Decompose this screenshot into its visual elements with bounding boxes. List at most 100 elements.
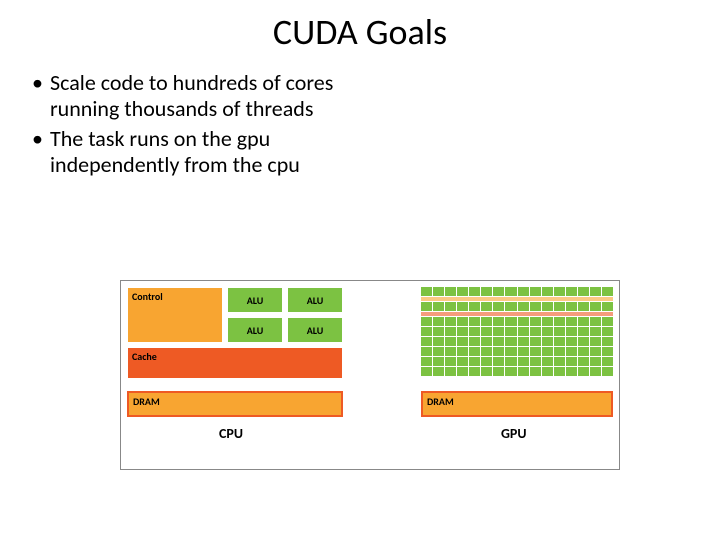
gpu-alu-cell bbox=[505, 302, 516, 311]
gpu-alu-cell bbox=[554, 302, 565, 311]
gpu-alu-cell bbox=[554, 287, 565, 296]
gpu-alu-cell bbox=[602, 337, 613, 346]
gpu-alu-cell bbox=[493, 302, 504, 311]
gpu-core-grid bbox=[421, 287, 613, 381]
gpu-alu-cell bbox=[566, 357, 577, 366]
gpu-alu-cell bbox=[445, 287, 456, 296]
gpu-alu-cell bbox=[518, 337, 529, 346]
gpu-alu-cell bbox=[481, 327, 492, 336]
gpu-alu-cell bbox=[445, 347, 456, 356]
gpu-alu-cell bbox=[493, 327, 504, 336]
gpu-alu-cell bbox=[566, 347, 577, 356]
gpu-alu-cell bbox=[518, 317, 529, 326]
gpu-label: GPU bbox=[501, 425, 527, 442]
gpu-alu-cell bbox=[578, 357, 589, 366]
gpu-alu-row bbox=[421, 347, 613, 356]
gpu-alu-cell bbox=[602, 357, 613, 366]
gpu-alu-cell bbox=[505, 287, 516, 296]
gpu-alu-cell bbox=[590, 347, 601, 356]
gpu-alu-cell bbox=[469, 347, 480, 356]
gpu-alu-cell bbox=[530, 357, 541, 366]
gpu-alu-cell bbox=[481, 337, 492, 346]
gpu-alu-cell bbox=[481, 317, 492, 326]
gpu-alu-cell bbox=[530, 327, 541, 336]
gpu-alu-cell bbox=[421, 302, 432, 311]
gpu-alu-cell bbox=[421, 357, 432, 366]
gpu-alu-cell bbox=[481, 287, 492, 296]
gpu-alu-cell bbox=[518, 347, 529, 356]
cpu-alu-box: ALU bbox=[287, 317, 343, 343]
gpu-alu-cell bbox=[542, 337, 553, 346]
gpu-alu-cell bbox=[493, 367, 504, 376]
gpu-alu-cell bbox=[554, 357, 565, 366]
gpu-alu-cell bbox=[590, 302, 601, 311]
bullet-list: Scale code to hundreds of cores running … bbox=[28, 70, 358, 182]
gpu-alu-cell bbox=[542, 367, 553, 376]
gpu-alu-cell bbox=[518, 327, 529, 336]
gpu-alu-cell bbox=[554, 367, 565, 376]
gpu-alu-cell bbox=[505, 357, 516, 366]
gpu-alu-cell bbox=[530, 287, 541, 296]
gpu-alu-cell bbox=[445, 317, 456, 326]
gpu-alu-cell bbox=[433, 357, 444, 366]
gpu-alu-cell bbox=[469, 327, 480, 336]
gpu-alu-cell bbox=[433, 287, 444, 296]
gpu-alu-cell bbox=[433, 317, 444, 326]
gpu-alu-cell bbox=[602, 317, 613, 326]
gpu-alu-cell bbox=[590, 317, 601, 326]
gpu-alu-cell bbox=[433, 367, 444, 376]
gpu-alu-cell bbox=[530, 347, 541, 356]
gpu-alu-cell bbox=[518, 367, 529, 376]
gpu-alu-cell bbox=[421, 317, 432, 326]
gpu-alu-row bbox=[421, 367, 613, 376]
architecture-diagram: Control ALU ALU ALU ALU Cache DRAM CPU D… bbox=[120, 280, 620, 470]
bullet-item: Scale code to hundreds of cores running … bbox=[28, 70, 358, 122]
gpu-alu-cell bbox=[554, 327, 565, 336]
cpu-cache-box: Cache bbox=[127, 347, 343, 379]
gpu-alu-cell bbox=[505, 367, 516, 376]
gpu-alu-cell bbox=[530, 317, 541, 326]
gpu-alu-cell bbox=[421, 347, 432, 356]
gpu-alu-cell bbox=[578, 367, 589, 376]
gpu-cache-strip bbox=[421, 297, 613, 301]
gpu-dram-box: DRAM bbox=[421, 391, 613, 417]
gpu-alu-cell bbox=[590, 367, 601, 376]
gpu-alu-cell bbox=[578, 302, 589, 311]
gpu-alu-cell bbox=[469, 357, 480, 366]
gpu-alu-cell bbox=[505, 337, 516, 346]
gpu-alu-cell bbox=[566, 287, 577, 296]
gpu-alu-cell bbox=[481, 302, 492, 311]
gpu-alu-cell bbox=[602, 367, 613, 376]
gpu-alu-cell bbox=[554, 317, 565, 326]
gpu-alu-cell bbox=[542, 302, 553, 311]
gpu-alu-cell bbox=[433, 302, 444, 311]
cpu-label: CPU bbox=[219, 425, 243, 442]
gpu-alu-cell bbox=[457, 317, 468, 326]
gpu-alu-cell bbox=[493, 357, 504, 366]
gpu-alu-cell bbox=[421, 367, 432, 376]
gpu-alu-cell bbox=[566, 367, 577, 376]
gpu-alu-cell bbox=[566, 337, 577, 346]
gpu-alu-row bbox=[421, 317, 613, 326]
gpu-alu-cell bbox=[445, 327, 456, 336]
gpu-alu-cell bbox=[469, 317, 480, 326]
gpu-alu-cell bbox=[602, 327, 613, 336]
gpu-alu-cell bbox=[590, 357, 601, 366]
gpu-alu-cell bbox=[433, 337, 444, 346]
gpu-alu-cell bbox=[433, 327, 444, 336]
gpu-alu-cell bbox=[481, 357, 492, 366]
cpu-dram-box: DRAM bbox=[127, 391, 343, 417]
gpu-alu-cell bbox=[481, 347, 492, 356]
gpu-alu-cell bbox=[445, 367, 456, 376]
gpu-alu-cell bbox=[457, 327, 468, 336]
gpu-alu-cell bbox=[602, 302, 613, 311]
gpu-alu-row bbox=[421, 302, 613, 311]
gpu-alu-cell bbox=[566, 317, 577, 326]
gpu-alu-cell bbox=[578, 347, 589, 356]
gpu-alu-cell bbox=[566, 327, 577, 336]
gpu-alu-cell bbox=[457, 287, 468, 296]
gpu-alu-row bbox=[421, 337, 613, 346]
gpu-alu-cell bbox=[505, 317, 516, 326]
gpu-alu-row bbox=[421, 327, 613, 336]
gpu-alu-cell bbox=[590, 337, 601, 346]
